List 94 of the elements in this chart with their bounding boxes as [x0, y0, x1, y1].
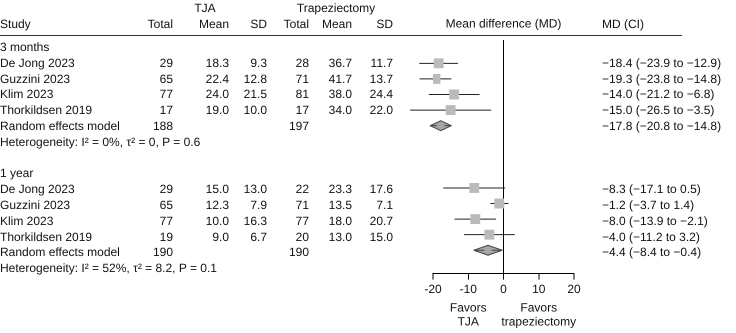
data-label: 20 — [296, 230, 309, 246]
data-label: 22.4 — [206, 72, 229, 88]
category-label: 1 year — [0, 166, 34, 182]
category-label: Random effects model — [0, 245, 120, 262]
data-label: 65 — [160, 198, 173, 214]
data-label: 7.9 — [250, 198, 267, 214]
data-label: 18.0 — [328, 214, 352, 230]
data-label: 15.0 — [370, 230, 393, 246]
text: Favors trapeziectomy — [501, 300, 576, 328]
category-label: 3 months — [0, 40, 50, 56]
data-label: −1.2 (−3.7 to 1.4) — [602, 198, 694, 214]
data-label: 22 — [296, 182, 309, 198]
text: Trapeziectomy — [296, 1, 376, 17]
data-label: 9.3 — [250, 56, 267, 72]
data-label: 71 — [296, 72, 309, 88]
data-label: −17.8 (−20.8 to −14.8) — [602, 119, 722, 135]
data-label: 34.0 — [328, 103, 352, 119]
data-label: 77 — [160, 87, 173, 104]
category-label: Thorkildsen 2019 — [0, 103, 92, 119]
data-label: 11.7 — [370, 56, 393, 72]
data-label: 6.7 — [250, 230, 267, 246]
chart-title: Mean difference (MD) — [446, 16, 562, 30]
category-label: De Jong 2023 — [0, 56, 75, 72]
category-label: Thorkildsen 2019 — [0, 230, 92, 246]
data-label: 13.0 — [328, 230, 352, 246]
data-label: 24.0 — [206, 87, 229, 104]
data-label: 24.4 — [370, 87, 393, 104]
data-label: −19.3 (−23.8 to −14.8) — [602, 72, 722, 88]
data-label: 9.0 — [212, 230, 229, 246]
data-label: 17 — [160, 103, 173, 119]
data-label: 29 — [160, 56, 173, 72]
data-label: 13.7 — [370, 72, 393, 88]
data-label: 22.0 — [370, 103, 393, 119]
data-label: 190 — [152, 245, 173, 262]
text: MD (CI) — [602, 17, 644, 33]
text: SD — [376, 17, 393, 33]
data-label: 188 — [152, 119, 173, 135]
data-label: 38.0 — [328, 87, 352, 104]
data-label: 20.7 — [370, 214, 393, 230]
data-label: −4.0 (−11.2 to 3.2) — [602, 230, 700, 246]
data-label: 17.6 — [370, 182, 393, 198]
data-label: 36.7 — [328, 56, 352, 72]
data-label: −8.3 (−17.1 to 0.5) — [602, 182, 701, 198]
data-label: 77 — [160, 214, 173, 230]
data-label: 23.3 — [328, 182, 352, 198]
category-label: Guzzini 2023 — [0, 198, 70, 214]
data-label: 19 — [160, 230, 173, 246]
text: SD — [250, 17, 267, 33]
data-label: 190 — [288, 245, 309, 262]
data-label: 71 — [296, 198, 309, 214]
data-label: 81 — [296, 87, 309, 104]
data-label: 19.0 — [206, 103, 229, 119]
text: Study — [0, 17, 31, 33]
data-label: −15.0 (−26.5 to −3.5) — [602, 103, 714, 119]
text: Mean — [198, 17, 229, 33]
data-label: 7.1 — [376, 198, 393, 214]
data-label: 16.3 — [244, 214, 267, 230]
data-label: 13.5 — [328, 198, 352, 214]
data-label: 18.3 — [206, 56, 229, 72]
category-label: Klim 2023 — [0, 87, 54, 104]
data-label: 65 — [160, 72, 173, 88]
data-label: 21.5 — [244, 87, 267, 104]
category-label: Guzzini 2023 — [0, 72, 70, 88]
text: Total — [284, 17, 309, 33]
data-label: 10.0 — [244, 103, 267, 119]
category-label: De Jong 2023 — [0, 182, 75, 198]
category-label: Random effects model — [0, 119, 120, 135]
text: Mean — [322, 17, 352, 33]
data-label: 12.3 — [206, 198, 229, 214]
data-label: 15.0 — [206, 182, 229, 198]
x-tick-label: 10 — [532, 282, 546, 296]
x-tick-label: 0 — [500, 282, 508, 296]
data-label: −8.0 (−13.9 to −2.1) — [602, 214, 708, 230]
data-label: 17 — [296, 103, 309, 119]
category-label: Heterogeneity: I² = 0%, τ² = 0, P = 0.6 — [0, 134, 200, 151]
data-label: 29 — [160, 182, 173, 198]
data-label: −4.4 (−8.4 to −0.4) — [602, 245, 702, 262]
category-label: Heterogeneity: I² = 52%, τ² = 8.2, P = 0.1 — [0, 261, 217, 277]
text: Favors TJA — [450, 300, 487, 328]
data-label: 28 — [296, 56, 309, 72]
data-label: −14.0 (−21.2 to −6.8) — [602, 87, 714, 104]
text: Total — [148, 17, 173, 33]
category-label: Klim 2023 — [0, 214, 54, 230]
data-label: 77 — [296, 214, 309, 230]
data-label: 10.0 — [206, 214, 229, 230]
data-label: −18.4 (−23.9 to −12.9) — [602, 56, 722, 72]
data-label: 12.8 — [244, 72, 267, 88]
text: TJA — [193, 1, 217, 17]
x-tick-label: -20 — [424, 282, 442, 296]
x-tick-label: -10 — [460, 282, 478, 296]
data-label: 13.0 — [244, 182, 267, 198]
data-label: 197 — [288, 119, 309, 135]
data-label: 41.7 — [328, 72, 352, 88]
x-tick-label: 20 — [567, 282, 581, 296]
